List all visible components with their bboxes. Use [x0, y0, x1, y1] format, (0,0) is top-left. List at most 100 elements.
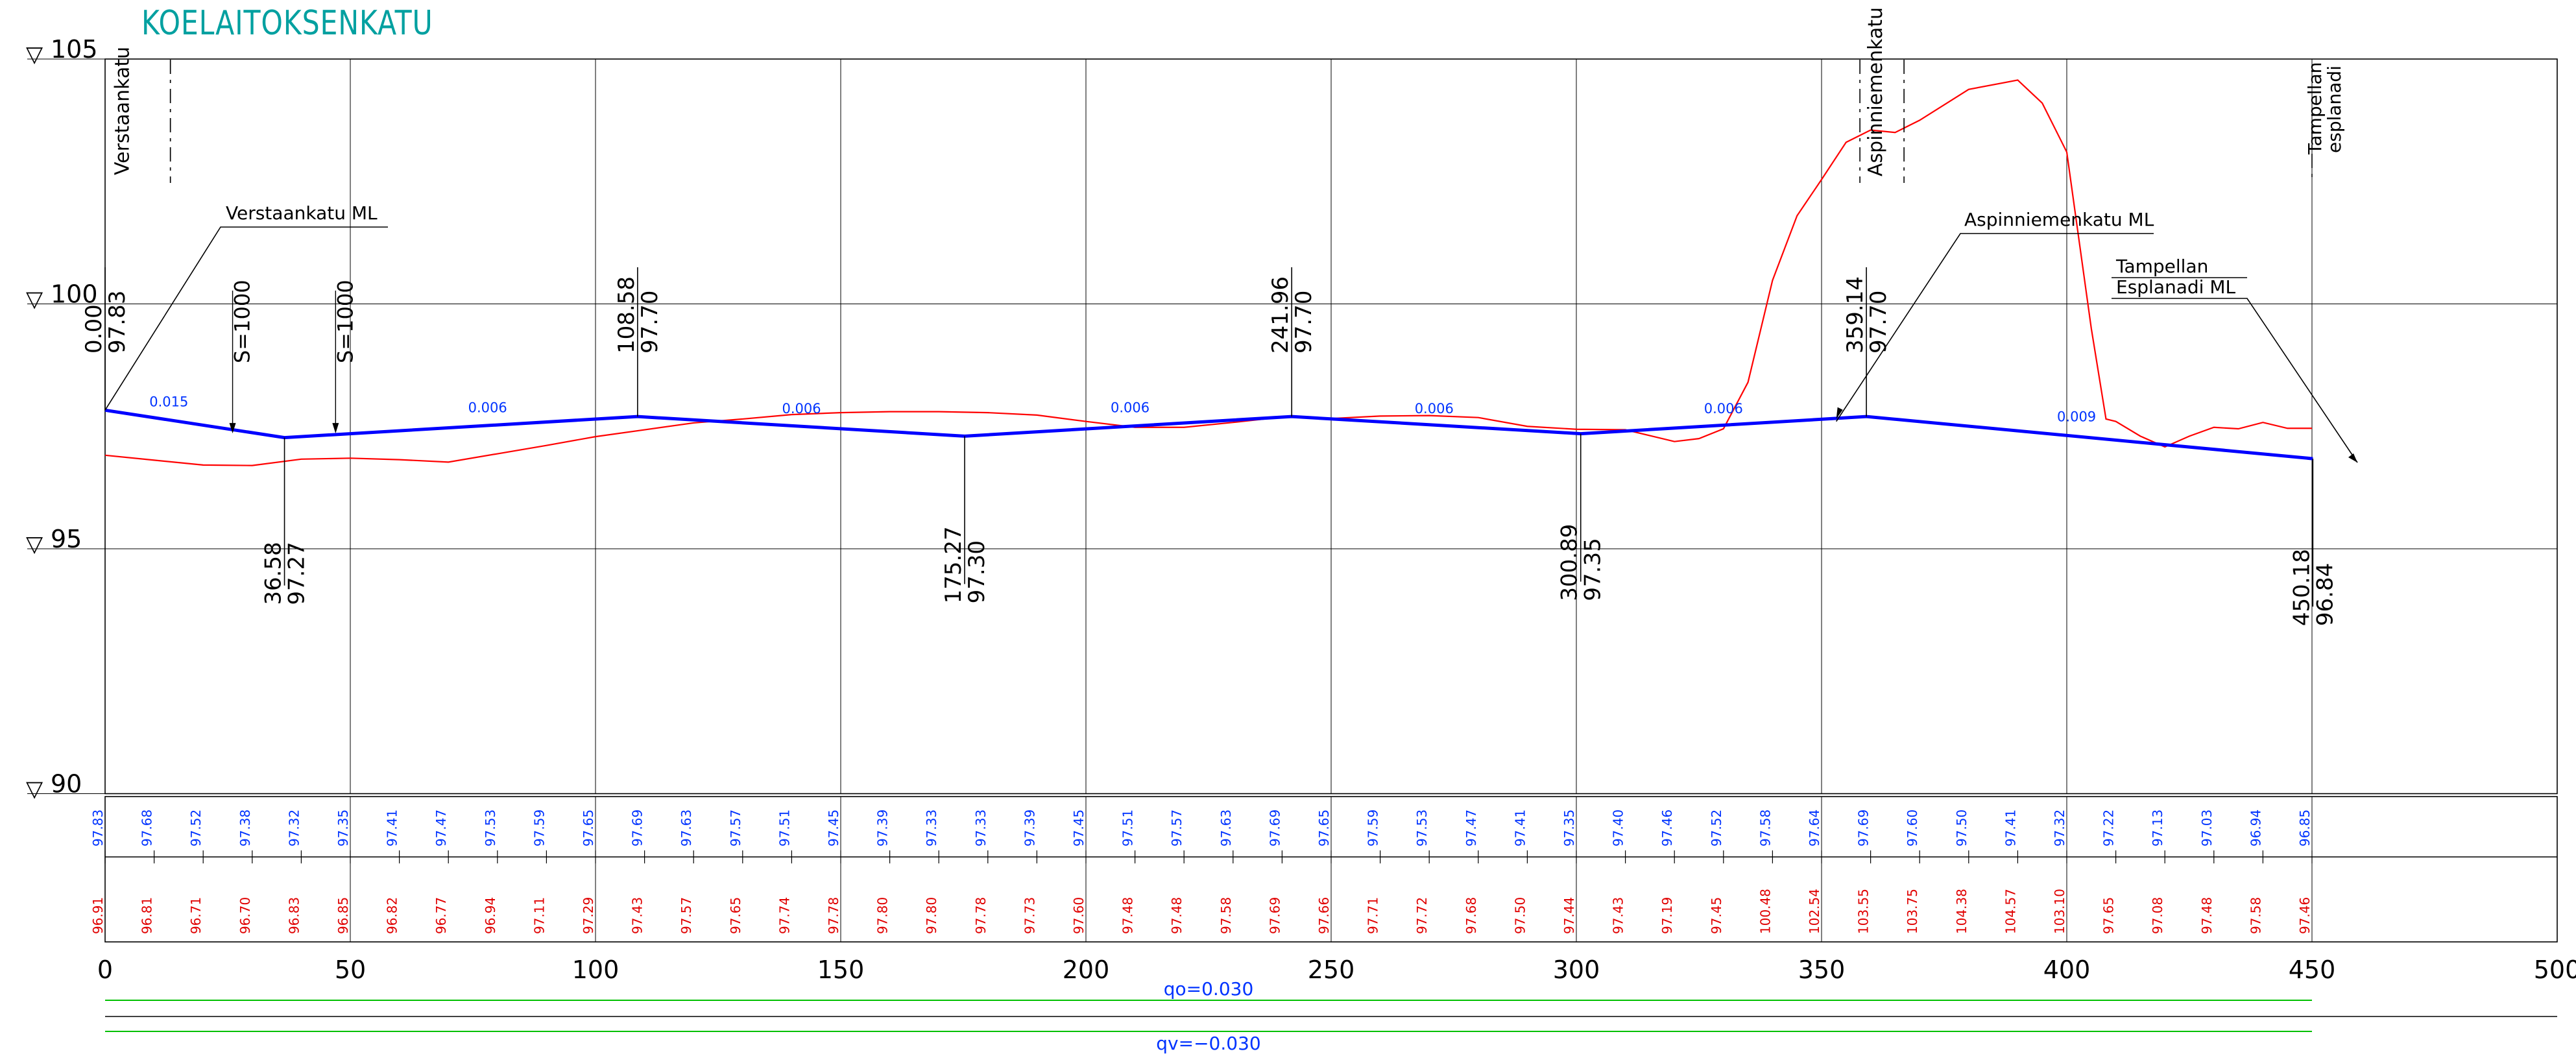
elevation-tick-label: 90 — [51, 770, 82, 799]
ground-elevation-value: 103.55 — [1856, 889, 1872, 934]
road-elevation-value: 97.52 — [1709, 810, 1724, 847]
ground-elevation-value: 97.48 — [2199, 897, 2215, 934]
crossing-label: esplanadi — [2324, 66, 2345, 153]
grade-series — [104, 408, 2313, 461]
road-elevation-value: 97.59 — [1366, 810, 1381, 847]
pvi-station-label: 450.18 — [2289, 549, 2315, 626]
ground-elevation-value: 97.43 — [1611, 897, 1626, 934]
vertical-curve-label: S=1000 — [230, 280, 255, 363]
road-elevation-value: 97.60 — [1905, 810, 1920, 847]
road-elevation-value: 97.57 — [728, 810, 743, 847]
ground-elevation-value: 97.45 — [1709, 897, 1724, 934]
ground-elevation-value: 97.78 — [826, 897, 841, 934]
crossing-label: Aspinniemenkatu — [1864, 7, 1887, 176]
annotations: 0.015 0.006 0.006 0.006 0.006 0.0060.0090.009… — [81, 7, 2358, 626]
pvi-elevation-label: 97.30 — [964, 540, 990, 603]
ground-elevation-value: 97.50 — [1512, 897, 1528, 934]
road-elevation-value: 97.45 — [826, 810, 841, 847]
vertical-curve-arrow — [229, 423, 236, 434]
station-tick-label: 100 — [572, 956, 620, 984]
axis-labels: ▽ 105 ▽ 100 ▽ 95 ▽ 90 0 50 100 150 200 250 300 350 400 45… — [26, 35, 2576, 984]
road-elevation-value: 97.39 — [875, 810, 891, 847]
station-tick-label: 450 — [2289, 956, 2336, 984]
ground-elevation-value: 97.58 — [2248, 897, 2263, 934]
pvi-elevation-label: 97.35 — [1580, 538, 1606, 601]
page-title: KOELAITOKSENKATU — [141, 4, 433, 43]
elevation-symbol: ▽ — [26, 776, 43, 802]
slope-label: 0.006 — [1111, 400, 1150, 416]
station-tick-label: 150 — [817, 956, 865, 984]
ml-arrow — [2348, 453, 2357, 463]
road-elevation-value: 97.33 — [924, 810, 939, 847]
road-elevation-value: 97.32 — [2052, 810, 2067, 847]
slope-label: 0.006 — [468, 400, 507, 416]
ground-elevation-value: 104.57 — [2003, 889, 2018, 934]
road-elevation-value: 97.69 — [630, 810, 645, 847]
grid-layer — [27, 58, 2558, 795]
value-table: 97.83 96.91 97.68 96.81 97.52 96.71 97.38 96.70… — [90, 796, 2558, 943]
ground-elevation-value: 102.54 — [1807, 889, 1822, 934]
pvi-elevation-label: 97.83 — [104, 291, 130, 354]
ground-elevation-value: 97.60 — [1071, 897, 1087, 934]
ground-elevation-value: 97.65 — [2101, 897, 2117, 934]
road-elevation-value: 97.51 — [776, 810, 792, 847]
ground-elevation-value: 97.68 — [1463, 897, 1479, 934]
road-elevation-value: 97.39 — [1022, 810, 1037, 847]
ground-elevation-value: 97.46 — [2297, 897, 2313, 934]
ground-elevation-value: 103.10 — [2052, 889, 2067, 934]
slope-label: 0.006 — [1415, 401, 1454, 416]
ground-elevation-value: 97.48 — [1120, 897, 1136, 934]
ground-line — [104, 79, 2312, 466]
road-elevation-value: 97.41 — [385, 810, 400, 847]
crossing-label: Tampellan — [2304, 62, 2326, 155]
ground-elevation-value: 97.71 — [1366, 897, 1381, 934]
road-elevation-value: 97.22 — [2101, 810, 2117, 847]
ground-elevation-value: 97.11 — [531, 897, 547, 934]
station-tick-label: 0 — [97, 956, 113, 984]
pvi-station-label: 175.27 — [941, 526, 967, 603]
ml-label: Esplanadi ML — [2116, 276, 2236, 298]
road-elevation-value: 96.94 — [2248, 810, 2263, 847]
ground-elevation-value: 96.94 — [483, 897, 498, 934]
ground-elevation-value: 97.72 — [1414, 897, 1430, 934]
pvi-station-label: 36.58 — [261, 542, 287, 605]
road-elevation-value: 96.85 — [2297, 810, 2313, 847]
ground-elevation-value: 97.66 — [1316, 897, 1332, 934]
ground-elevation-value: 97.80 — [875, 897, 891, 934]
road-elevation-value: 97.83 — [90, 810, 106, 847]
ground-elevation-value: 97.65 — [728, 897, 743, 934]
ground-elevation-value: 97.58 — [1218, 897, 1234, 934]
ground-elevation-value: 96.91 — [90, 897, 106, 934]
road-elevation-value: 97.50 — [1954, 810, 1969, 847]
road-elevation-value: 97.41 — [2003, 810, 2018, 847]
road-elevation-value: 97.33 — [973, 810, 989, 847]
elevation-tick-label: 100 — [51, 280, 98, 309]
road-elevation-value: 97.41 — [1512, 810, 1528, 847]
vertical-curve-arrow — [332, 423, 339, 434]
ground-elevation-value: 96.70 — [237, 897, 253, 934]
station-tick-label: 200 — [1063, 956, 1110, 984]
road-elevation-value: 97.35 — [335, 810, 351, 847]
ml-leader — [1836, 233, 2154, 422]
ground-elevation-value: 96.77 — [433, 897, 449, 934]
road-elevation-value: 97.57 — [1169, 810, 1185, 847]
ground-elevation-value: 97.19 — [1659, 897, 1675, 934]
pvi-elevation-label: 97.70 — [1291, 291, 1317, 354]
crossing-label: Verstaankatu — [112, 47, 134, 175]
ground-elevation-value: 96.83 — [286, 897, 302, 934]
ground-elevation-value: 96.82 — [385, 897, 400, 934]
station-tick-label: 500 — [2534, 956, 2576, 984]
pvi-station-label: 300.89 — [1557, 524, 1583, 601]
pvi-elevation-label: 97.70 — [1866, 291, 1892, 354]
road-elevation-value: 97.13 — [2150, 810, 2165, 847]
road-elevation-value: 97.69 — [1856, 810, 1872, 847]
road-elevation-value: 97.45 — [1071, 810, 1087, 847]
ground-elevation-value: 96.85 — [335, 897, 351, 934]
station-tick-label: 50 — [335, 956, 366, 984]
road-elevation-value: 97.51 — [1120, 810, 1136, 847]
slope-label: 0.015 — [149, 394, 188, 410]
road-elevation-value: 97.47 — [433, 810, 449, 847]
road-elevation-value: 97.47 — [1463, 810, 1479, 847]
